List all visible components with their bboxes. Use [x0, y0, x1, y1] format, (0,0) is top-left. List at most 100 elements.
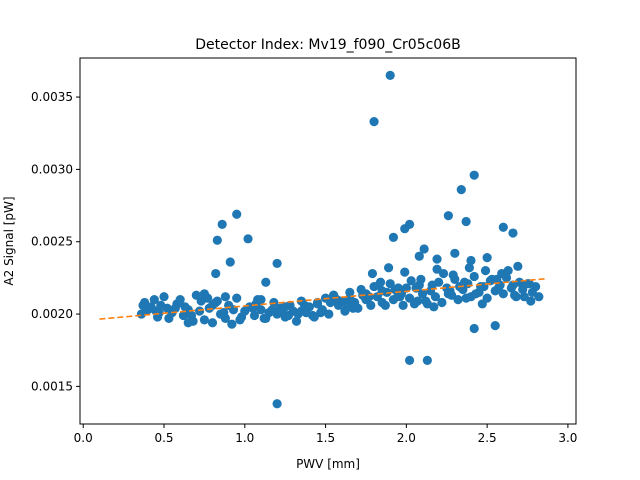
data-point — [296, 306, 306, 316]
y-tick-label: 0.0015 — [31, 379, 73, 393]
data-point — [348, 303, 358, 313]
data-point — [419, 244, 429, 254]
data-point — [422, 299, 432, 309]
data-point — [383, 263, 394, 273]
data-point — [437, 297, 447, 308]
data-point — [272, 399, 282, 409]
data-point — [256, 294, 266, 305]
data-point — [243, 234, 253, 244]
data-point — [325, 297, 336, 308]
data-point — [291, 316, 302, 326]
data-point — [400, 267, 410, 277]
data-point — [340, 306, 350, 316]
data-point — [227, 319, 237, 329]
data-point — [366, 300, 376, 310]
data-point — [388, 232, 399, 242]
data-point — [438, 268, 449, 279]
data-point — [175, 294, 185, 305]
data-point — [477, 299, 487, 309]
data-point — [345, 293, 355, 303]
x-tick-label: 2.0 — [397, 431, 416, 445]
data-point — [493, 283, 504, 293]
data-point — [443, 289, 453, 299]
data-point — [235, 315, 245, 325]
data-point — [432, 254, 442, 264]
data-point — [232, 209, 242, 219]
data-point — [469, 170, 479, 180]
data-point — [471, 289, 481, 299]
data-point — [207, 300, 218, 310]
data-point — [459, 277, 470, 287]
data-point — [406, 276, 416, 286]
data-point — [324, 309, 334, 319]
data-point — [170, 303, 180, 313]
x-tick-label: 1.5 — [316, 431, 335, 445]
data-point — [154, 308, 164, 318]
data-point — [508, 280, 518, 290]
data-point — [375, 277, 386, 287]
x-tick-label: 0.5 — [154, 431, 173, 445]
data-point — [469, 271, 479, 282]
trend-line — [99, 277, 547, 320]
data-point — [492, 274, 502, 284]
data-point — [267, 305, 277, 315]
y-tick-label: 0.0020 — [31, 307, 73, 321]
data-point — [414, 251, 424, 261]
data-point — [400, 224, 410, 234]
data-point — [225, 257, 235, 267]
data-point — [199, 289, 209, 299]
data-point — [476, 281, 486, 292]
data-point — [261, 313, 271, 323]
x-axis: 0.0 0.5 1.0 1.5 2.0 2.5 3.0 — [74, 424, 577, 445]
data-point — [269, 297, 279, 308]
data-point — [450, 248, 460, 258]
data-point — [466, 255, 476, 266]
data-point — [427, 280, 437, 290]
data-point — [453, 294, 463, 305]
data-point — [432, 264, 442, 274]
data-point — [469, 323, 479, 334]
data-point — [207, 318, 218, 328]
data-point — [280, 302, 290, 312]
x-tick-label: 1.0 — [235, 431, 254, 445]
y-tick-label: 0.0035 — [31, 90, 73, 104]
chart-title: Detector Index: Mv19_f090_Cr05c06B — [195, 37, 460, 53]
data-point — [413, 296, 423, 306]
data-point — [220, 292, 231, 302]
data-point — [369, 117, 379, 127]
x-tick-label: 3.0 — [558, 431, 577, 445]
data-point — [261, 277, 271, 287]
data-point — [232, 293, 242, 303]
data-point — [398, 300, 408, 310]
data-point — [380, 300, 390, 310]
data-point — [480, 266, 491, 276]
data-point — [519, 292, 529, 302]
data-point — [395, 292, 405, 302]
data-point — [524, 279, 534, 289]
data-point — [443, 211, 453, 221]
trend-line-group — [99, 277, 547, 320]
data-point — [212, 235, 222, 245]
y-axis: 0.0015 0.0020 0.0025 0.0030 0.0035 — [31, 90, 80, 393]
data-point — [249, 310, 260, 321]
y-tick-label: 0.0030 — [31, 162, 73, 176]
data-point — [283, 310, 294, 321]
data-point — [180, 302, 190, 312]
data-point — [498, 222, 508, 232]
data-point — [510, 290, 520, 300]
data-point — [404, 355, 415, 365]
data-point — [194, 306, 205, 316]
data-point — [217, 219, 227, 229]
x-tick-label: 0.0 — [74, 431, 93, 445]
data-point — [316, 308, 326, 318]
data-point — [534, 292, 544, 302]
data-point — [159, 292, 169, 302]
data-point — [136, 309, 146, 319]
y-tick-label: 0.0025 — [31, 235, 73, 249]
data-point — [448, 270, 458, 280]
data-point — [309, 312, 319, 322]
data-point — [464, 263, 474, 273]
data-point — [199, 315, 209, 325]
data-point — [430, 292, 441, 302]
